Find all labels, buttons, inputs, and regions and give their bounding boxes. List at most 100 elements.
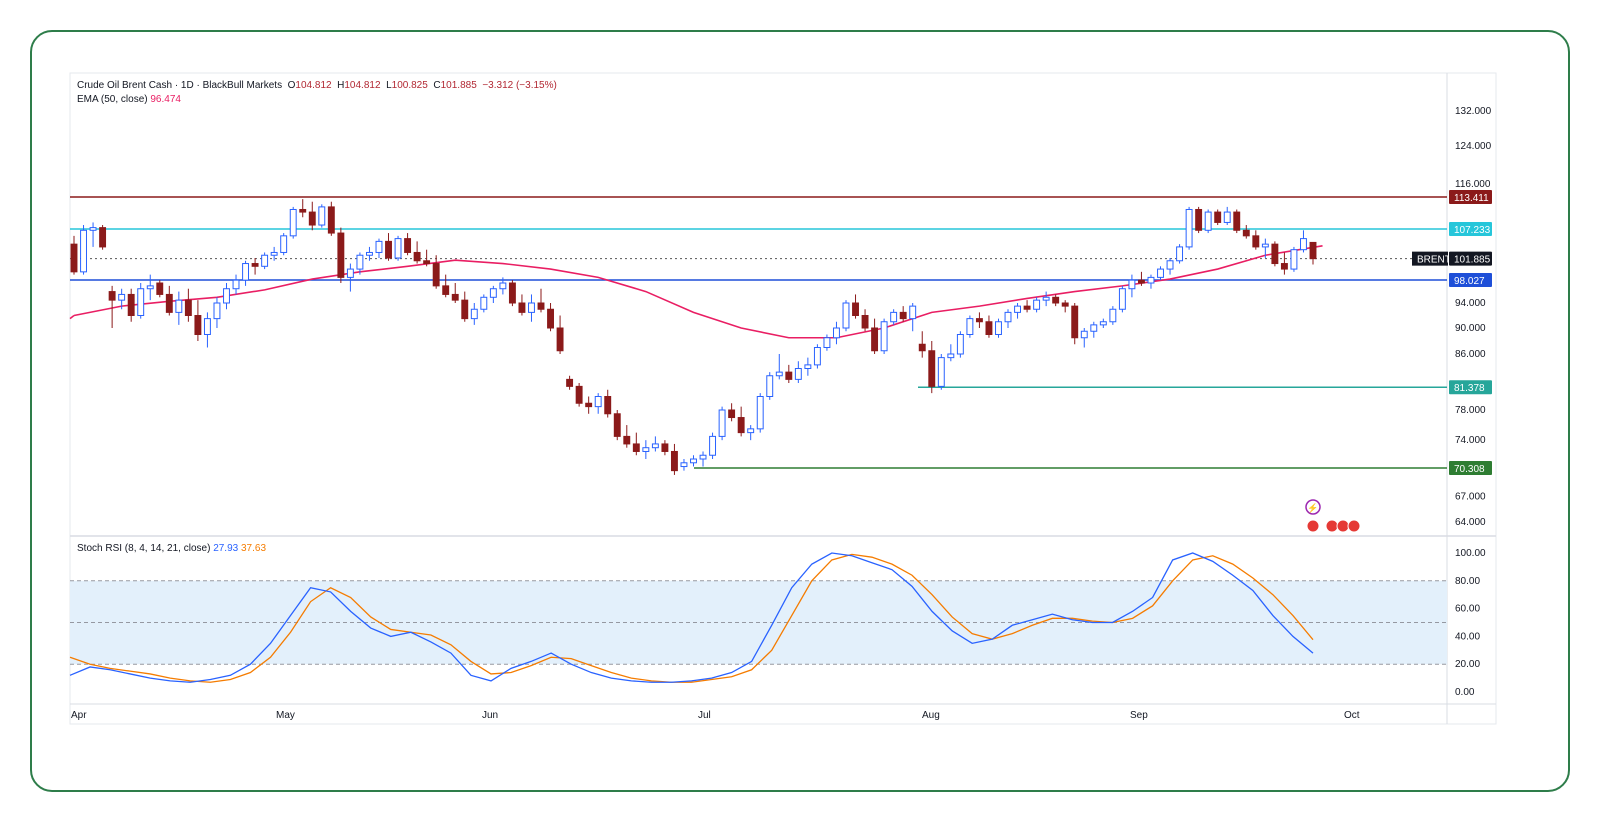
candle-body [1118,288,1126,310]
candle-body [947,353,955,359]
candle [680,459,688,471]
candle [909,303,917,332]
candle [823,334,831,351]
candle [813,344,821,369]
candle [861,309,869,332]
candle-body [1185,208,1193,248]
candle [1137,271,1145,286]
price-tag-label: 70.308 [1454,464,1485,475]
candle [709,432,717,460]
candle [613,410,621,441]
candle [1204,209,1212,234]
candle-body [480,296,488,310]
candle-body [89,227,97,231]
price-tag [1449,190,1492,204]
candle [470,303,478,325]
candle [480,294,488,313]
candle-body [718,409,726,437]
candle-body [794,368,802,380]
candle [718,406,726,441]
candle [651,436,659,452]
candle-body [880,321,888,352]
candle [1185,206,1193,250]
candle [1014,303,1022,319]
candle-body [575,385,583,404]
price-tag-label: 107.233 [1454,225,1491,236]
candle [461,291,469,322]
candle [432,255,440,289]
us-flag-event-icon[interactable] [1336,519,1350,533]
price-tag [1449,273,1492,287]
candle [308,201,316,231]
stoch-k-value: 27.93 [213,543,239,554]
candle-body [80,229,87,273]
candle [337,227,345,284]
candle [232,274,240,295]
price-tag-label: 113.411 [1454,193,1489,204]
candle-body [461,299,469,320]
lightning-event-icon[interactable] [1305,499,1321,515]
price-tick-label: 78.000 [1455,405,1486,416]
candle [1061,300,1069,313]
candle [1271,241,1279,267]
candle-body [1166,260,1174,270]
low-value: 100.825 [391,80,428,91]
candle-body [823,337,831,348]
price-tag [1449,222,1492,236]
candle [1080,328,1088,348]
candle [528,294,535,322]
candle [365,246,373,261]
candle-body [699,454,707,460]
candle [871,318,879,354]
candle-body [270,251,278,256]
candle [747,425,755,441]
candle-body [556,327,564,352]
candle [899,306,907,322]
candle [566,375,574,390]
candle [213,297,221,328]
candle [1214,209,1222,226]
us-flag-event-icon[interactable] [1306,519,1320,533]
candle-body [108,291,116,301]
candle [937,354,945,390]
candle [661,440,669,456]
ema-label: EMA (50, close) [77,94,148,105]
candle-body [1233,211,1241,231]
candle [928,341,936,394]
time-axis-label: Oct [1344,710,1360,721]
candle [175,291,183,325]
candle-body [394,238,402,259]
stoch-tick-label: 40.00 [1455,631,1480,642]
candle-body [909,305,917,320]
candle [375,238,383,258]
candle-body [642,447,650,452]
candle [280,233,288,256]
us-flag-event-icon[interactable] [1325,519,1339,533]
us-flag-event-icon[interactable] [1347,519,1361,533]
price-tick-label: 74.000 [1455,435,1486,446]
candle-body [165,293,173,313]
candle [775,354,783,380]
candle-body [1128,279,1136,290]
candle [975,312,983,328]
candle [299,199,307,218]
candle-body [852,302,859,316]
candle [413,241,421,264]
candle-body [346,268,354,278]
candle-body [146,285,154,290]
candle [985,315,993,338]
candle [1290,246,1298,272]
price-tag-label: 81.378 [1454,383,1485,394]
candle [489,285,497,303]
candle [670,443,678,475]
candle-body [623,435,631,445]
candle-body [242,263,250,281]
candle [194,300,202,341]
candle-body [232,279,240,290]
candle [1109,306,1117,325]
candle-body [709,435,717,456]
candle-body [508,282,516,304]
lightning-glyph: ⚡ [1307,502,1318,514]
price-tick-label: 67.000 [1455,491,1486,502]
candle [890,309,898,325]
